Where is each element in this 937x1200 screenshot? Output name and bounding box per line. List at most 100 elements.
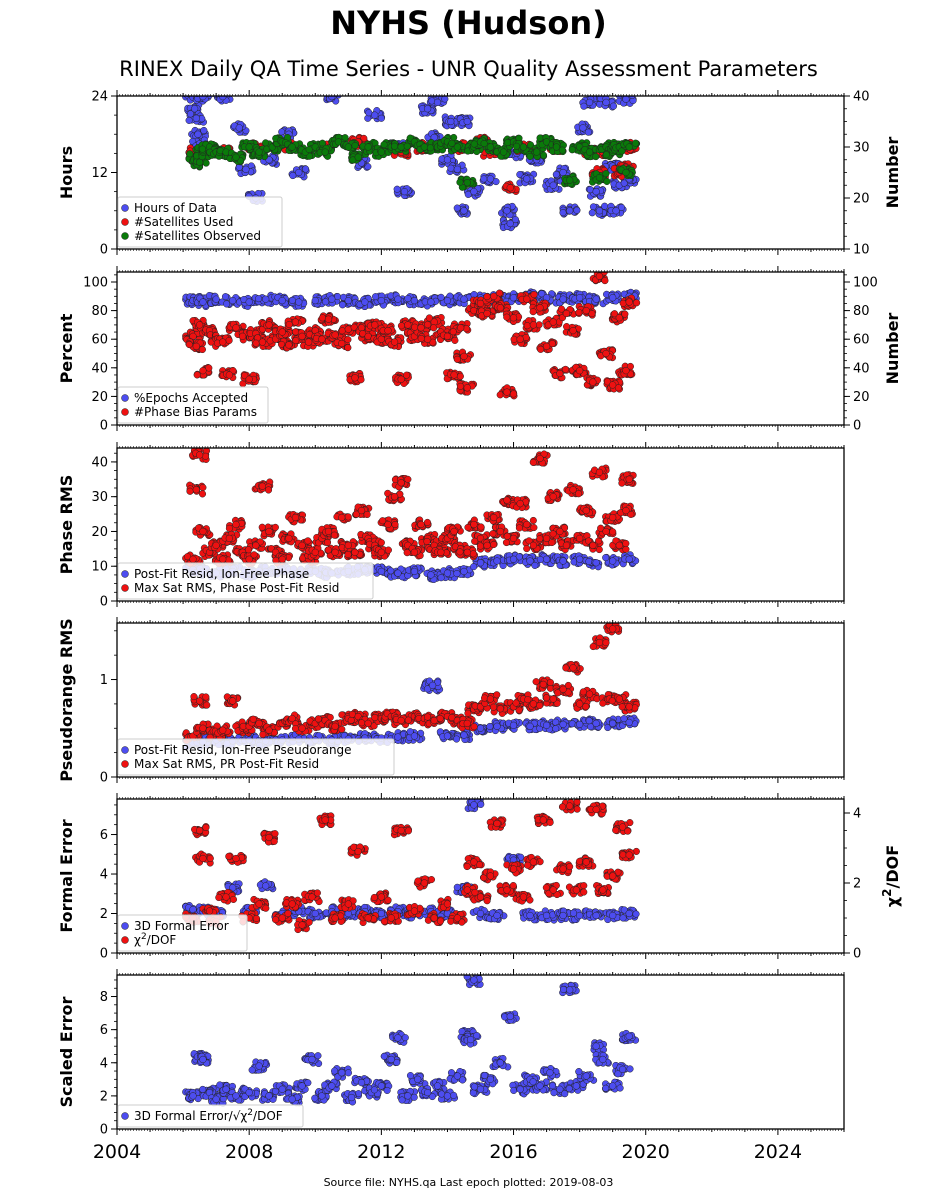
legend-marker <box>121 408 129 416</box>
data-point <box>394 295 402 303</box>
data-point-cloud <box>391 142 399 150</box>
data-point-cloud <box>360 134 368 142</box>
data-point-cloud <box>456 382 465 390</box>
data-point <box>559 295 567 303</box>
data-point <box>212 295 220 303</box>
panel-frame <box>116 95 845 250</box>
data-point-cloud <box>573 206 581 214</box>
data-point <box>245 375 253 383</box>
data-point <box>506 184 514 192</box>
data-point-cloud <box>223 300 231 308</box>
data-point <box>483 309 491 318</box>
y-right-tick-label: 0 <box>853 419 861 434</box>
data-point <box>595 173 604 182</box>
data-point <box>245 298 253 306</box>
data-point-cloud <box>216 147 224 155</box>
y-right-axis-label: Number <box>883 313 902 385</box>
legend-label: #Satellites Observed <box>134 229 261 243</box>
data-point <box>255 148 263 156</box>
data-point <box>566 176 574 184</box>
data-point <box>357 324 366 332</box>
data-point <box>536 304 544 312</box>
data-point <box>328 295 336 303</box>
legend-marker <box>121 218 129 226</box>
data-point <box>285 341 293 349</box>
data-point-cloud <box>338 301 347 309</box>
data-point <box>288 143 296 151</box>
y-right-tick-label: 80 <box>853 304 870 319</box>
data-point-cloud <box>602 170 610 178</box>
data-point-cloud <box>252 339 260 347</box>
points-group <box>182 272 641 400</box>
data-point <box>552 143 561 151</box>
data-point <box>612 207 620 215</box>
data-point <box>192 342 200 351</box>
data-point <box>592 187 600 196</box>
data-point <box>582 306 590 315</box>
data-point-cloud <box>404 294 412 303</box>
data-point-cloud <box>277 340 286 348</box>
y-tick-label: 12 <box>91 166 108 181</box>
data-point <box>423 335 432 343</box>
data-point <box>542 342 551 351</box>
data-point <box>384 326 392 335</box>
data-point <box>609 294 617 302</box>
data-point-cloud <box>198 145 207 153</box>
data-point-cloud <box>318 314 327 322</box>
data-point <box>225 371 234 379</box>
data-point-cloud <box>559 209 567 217</box>
data-point <box>351 374 359 382</box>
data-point-cloud <box>510 335 518 343</box>
data-point-cloud <box>185 341 193 349</box>
data-point-cloud <box>470 140 478 148</box>
y-axis-label: Percent <box>57 313 76 383</box>
data-point-cloud <box>509 390 518 398</box>
data-point <box>404 321 412 329</box>
data-point <box>595 207 604 215</box>
data-point-cloud <box>620 179 628 187</box>
data-point <box>371 111 379 119</box>
data-point-cloud <box>289 171 297 180</box>
data-point-cloud <box>633 299 641 307</box>
y-tick-label: 60 <box>91 333 108 348</box>
data-point <box>258 338 267 346</box>
data-point-cloud <box>288 296 296 304</box>
data-point <box>496 304 504 312</box>
data-point <box>615 314 623 322</box>
y-tick-label: 80 <box>91 304 108 319</box>
data-point <box>295 298 303 306</box>
data-point-cloud <box>200 126 208 135</box>
data-point-cloud <box>426 144 434 152</box>
data-point <box>245 143 253 151</box>
data-point-cloud <box>187 110 195 118</box>
data-point-cloud <box>417 334 425 343</box>
data-point-cloud <box>198 345 206 354</box>
data-point-cloud <box>537 345 545 353</box>
data-point <box>575 367 584 375</box>
data-point-cloud <box>456 372 464 380</box>
panel-2: 0 20 40 60 80 100 0 20 40 60 80 100 Number Percent %Ep… <box>57 266 902 434</box>
y-tick-label: 20 <box>91 390 108 405</box>
data-point-cloud <box>305 146 313 154</box>
data-point <box>516 335 524 343</box>
legend-label: #Phase Bias Params <box>134 405 257 419</box>
data-point-cloud <box>278 128 286 136</box>
data-point-cloud <box>205 364 213 372</box>
data-point <box>519 143 528 151</box>
data-point-cloud <box>526 152 534 160</box>
data-point-cloud <box>453 355 461 363</box>
data-point-cloud <box>225 336 233 345</box>
data-point <box>262 295 270 303</box>
data-point-cloud <box>292 328 300 336</box>
data-point <box>529 321 538 329</box>
y-tick-label: 40 <box>91 361 108 376</box>
data-point <box>447 117 455 126</box>
data-point <box>195 321 204 329</box>
data-point-cloud <box>529 308 537 316</box>
data-point <box>609 381 617 389</box>
data-point-cloud <box>437 293 445 301</box>
data-point-cloud <box>292 337 300 345</box>
data-point <box>232 153 240 161</box>
